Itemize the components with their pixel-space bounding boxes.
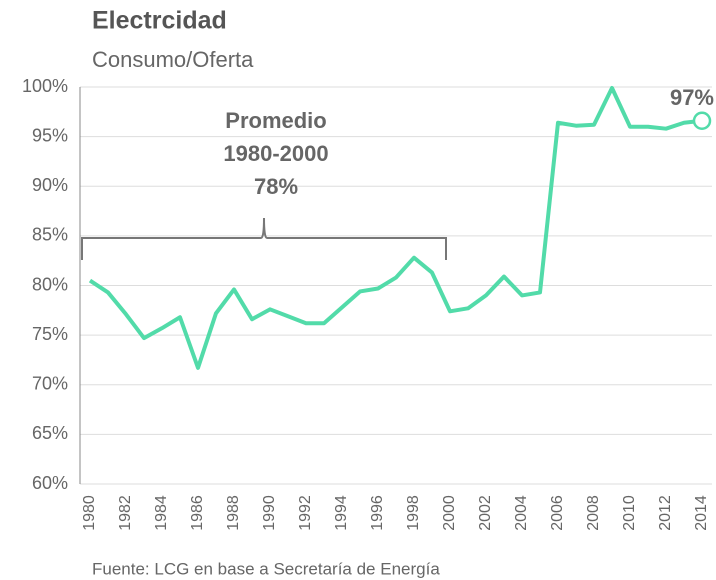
x-tick-label: 2002 xyxy=(477,495,494,531)
y-tick-label: 100% xyxy=(22,76,68,96)
x-tick-label: 2012 xyxy=(657,495,674,531)
x-tick-label: 1984 xyxy=(153,495,170,531)
x-tick-label: 1996 xyxy=(369,495,386,531)
y-tick-label: 75% xyxy=(32,324,68,344)
x-tick-label: 2000 xyxy=(441,495,458,531)
x-tick-label: 1988 xyxy=(225,495,242,531)
x-tick-label: 1992 xyxy=(297,495,314,531)
y-tick-label: 90% xyxy=(32,175,68,195)
y-tick-label: 85% xyxy=(32,225,68,245)
source: Fuente: LCG en base a Secretaría de Ener… xyxy=(92,559,440,578)
x-tick-label: 2008 xyxy=(585,495,602,531)
chart-subtitle: Consumo/Oferta xyxy=(92,47,254,72)
y-tick-label: 60% xyxy=(32,473,68,493)
y-tick-label: 95% xyxy=(32,125,68,145)
bracket-label: Promedio xyxy=(225,108,326,133)
end-label: 97% xyxy=(670,85,714,110)
x-tick-label: 1994 xyxy=(333,495,350,531)
x-tick-label: 2010 xyxy=(621,495,638,531)
chart-title: Electrcidad xyxy=(92,7,227,35)
x-tick-label: 1986 xyxy=(189,495,206,531)
y-tick-label: 70% xyxy=(32,374,68,394)
bracket-label: 1980-2000 xyxy=(223,141,328,166)
y-tick-label: 80% xyxy=(32,274,68,294)
x-tick-label: 1990 xyxy=(261,495,278,531)
x-tick-label: 1998 xyxy=(405,495,422,531)
end-point xyxy=(692,111,712,130)
line xyxy=(88,85,703,370)
bracket-label: 78% xyxy=(254,174,298,199)
x-tick-label: 2006 xyxy=(549,495,566,531)
x-tick-label: 2014 xyxy=(693,495,710,531)
x-tick-label: 1980 xyxy=(81,495,98,531)
bracket xyxy=(81,217,447,260)
x-tick-label: 1982 xyxy=(117,495,134,531)
y-tick-label: 65% xyxy=(32,423,68,443)
x-tick-label: 2004 xyxy=(513,495,530,531)
